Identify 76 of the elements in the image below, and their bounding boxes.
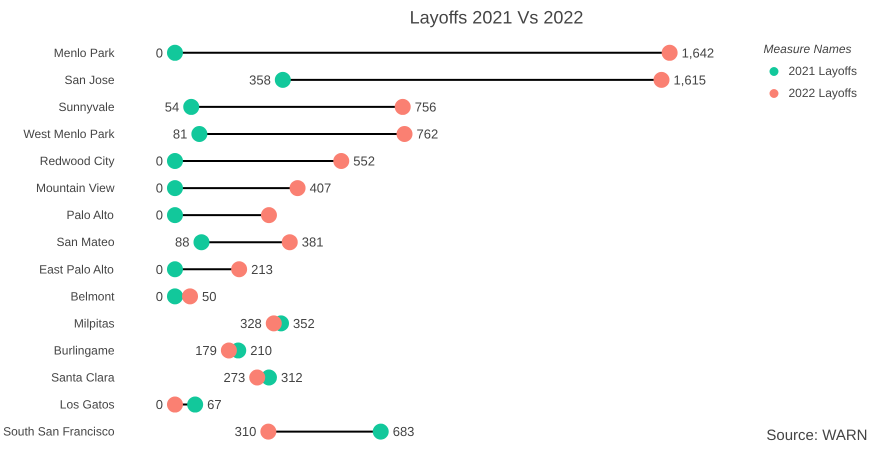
- y-tick-label: Santa Clara: [51, 370, 115, 384]
- point: [166, 288, 183, 304]
- data-label: 0: [156, 45, 163, 60]
- point: [372, 424, 389, 440]
- point: [166, 207, 183, 224]
- data-label: 0: [156, 154, 163, 169]
- y-tick-label: South San Francisco: [3, 424, 115, 439]
- data-label: 352: [293, 316, 315, 331]
- data-label: 407: [310, 180, 332, 196]
- chart-title: Layoffs 2021 Vs 2022: [410, 8, 584, 28]
- data-label: 683: [392, 424, 414, 440]
- data-label: 0: [156, 208, 163, 223]
- point: [662, 44, 678, 61]
- data-label: 1,642: [682, 45, 714, 60]
- point: [166, 396, 183, 413]
- point: [396, 126, 413, 142]
- y-tick-label: Sunnyvale: [58, 100, 115, 114]
- point: [333, 153, 350, 170]
- data-label: 88: [175, 234, 190, 250]
- data-label: 210: [250, 342, 272, 358]
- data-label: 179: [195, 342, 217, 358]
- point: [182, 288, 198, 304]
- data-label: 50: [202, 288, 216, 304]
- data-label: 762: [416, 126, 438, 142]
- point: [187, 396, 204, 413]
- y-tick-label: Redwood City: [40, 154, 114, 168]
- point: [260, 207, 277, 224]
- point: [266, 315, 282, 332]
- y-tick-label: Mountain View: [36, 181, 115, 196]
- point: [220, 342, 237, 358]
- point: [231, 261, 248, 278]
- point: [191, 126, 208, 142]
- y-tick-label: Los Gatos: [60, 398, 115, 412]
- y-tick-label: Palo Alto: [66, 208, 114, 222]
- data-label: 213: [251, 262, 273, 277]
- point: [183, 98, 200, 115]
- data-label: 756: [414, 99, 436, 114]
- point: [166, 153, 183, 170]
- y-tick-label: San Jose: [64, 72, 115, 87]
- y-tick-label: Burlingame: [54, 343, 115, 358]
- point: [166, 180, 183, 196]
- data-label: 67: [207, 397, 222, 412]
- y-tick-label: San Mateo: [56, 235, 115, 250]
- legend-label: 2021 Layoffs: [788, 64, 857, 78]
- point: [249, 370, 266, 386]
- y-tick-label: Belmont: [70, 289, 116, 304]
- data-label: 0: [156, 288, 163, 304]
- data-label: 0: [156, 180, 163, 196]
- point: [193, 234, 210, 250]
- data-label: 81: [172, 126, 188, 142]
- data-label: 0: [156, 262, 163, 277]
- data-label: 381: [302, 234, 324, 250]
- point: [260, 424, 276, 440]
- y-tick-label: East Palo Alto: [39, 262, 114, 276]
- point: [166, 261, 183, 278]
- data-label: 310: [234, 424, 256, 440]
- data-label: 273: [224, 370, 246, 385]
- point: [282, 234, 298, 250]
- data-label: 0: [156, 397, 163, 412]
- data-label: 312: [280, 370, 303, 385]
- legend-title: Measure Names: [763, 42, 853, 56]
- legend-label: 2022 Layoffs: [788, 86, 857, 100]
- source-note: Source: WARN: [766, 427, 868, 444]
- y-tick-label: Menlo Park: [54, 46, 116, 60]
- point: [654, 72, 670, 88]
- data-label: 54: [164, 99, 180, 114]
- data-label: 552: [353, 154, 375, 169]
- point: [290, 180, 306, 196]
- y-tick-label: Milpitas: [74, 316, 115, 330]
- y-tick-label: West Menlo Park: [23, 126, 116, 141]
- point: [166, 44, 183, 61]
- data-label: 1,615: [674, 72, 706, 88]
- data-label: 328: [240, 316, 262, 331]
- data-label: 358: [249, 72, 271, 88]
- point: [394, 98, 411, 115]
- point: [274, 72, 291, 88]
